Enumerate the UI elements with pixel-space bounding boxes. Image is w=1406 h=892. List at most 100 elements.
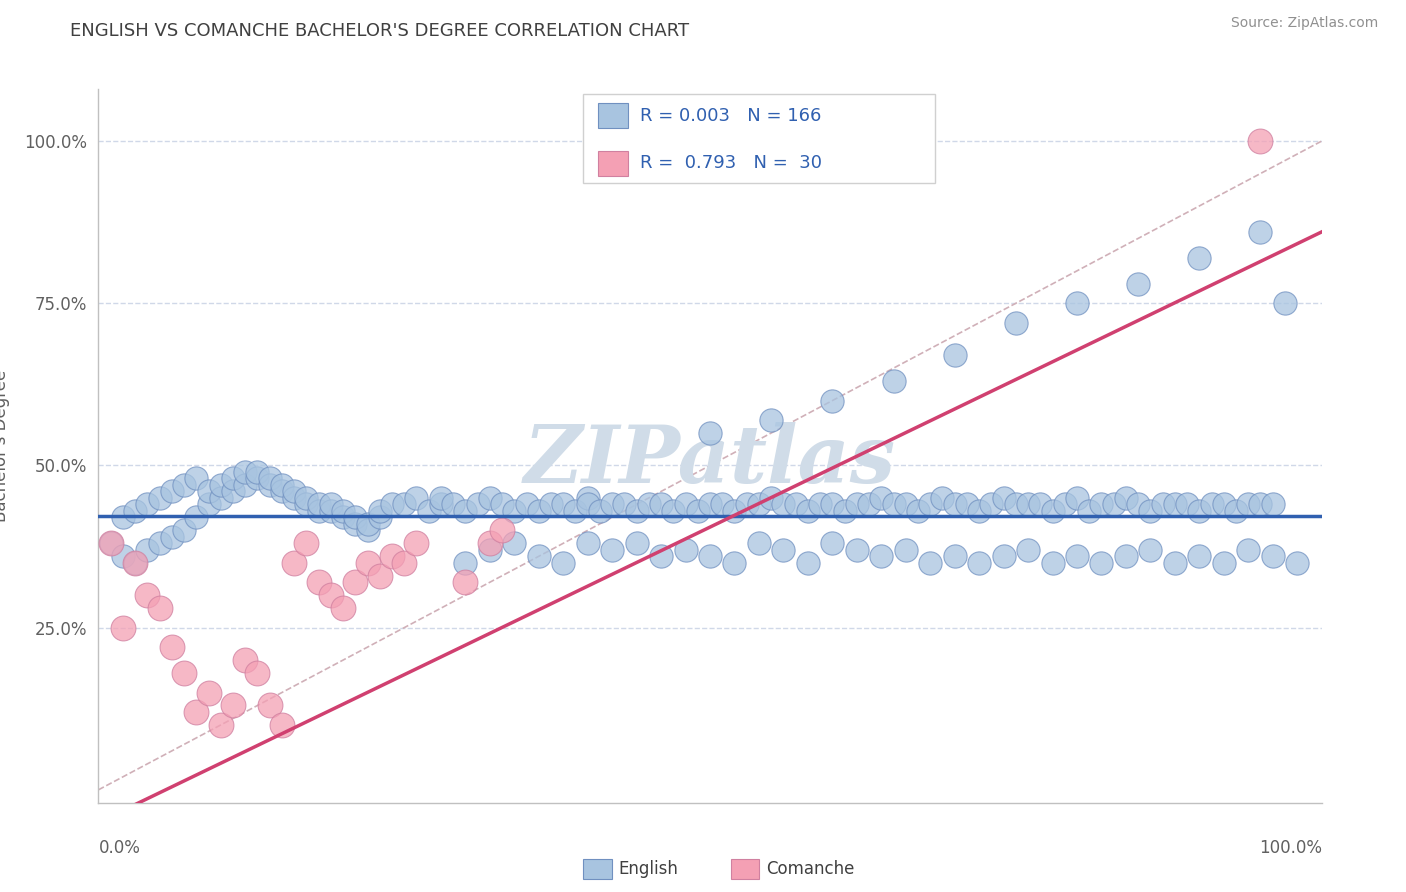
Point [124,556,146,570]
Point [124,556,146,570]
Point [1004,497,1026,511]
Point [430,491,453,505]
Point [344,575,367,590]
Point [308,575,330,590]
Point [1066,549,1088,564]
Point [613,497,636,511]
Point [943,348,966,362]
Point [111,621,134,635]
Point [1164,556,1187,570]
Point [1212,556,1234,570]
Point [711,497,734,511]
Point [576,491,599,505]
Point [870,549,893,564]
Text: 100.0%: 100.0% [1258,838,1322,856]
Point [295,497,318,511]
Point [454,556,477,570]
Point [662,504,685,518]
Point [111,549,134,564]
Point [993,549,1015,564]
Text: R = 0.003   N = 166: R = 0.003 N = 166 [640,107,821,125]
Point [943,549,966,564]
Point [124,504,146,518]
Point [503,504,526,518]
Point [1237,497,1260,511]
Point [1042,556,1064,570]
Point [149,536,172,550]
Point [1017,497,1039,511]
Point [283,556,305,570]
Point [319,504,342,518]
Point [368,568,391,582]
Point [246,471,269,485]
Point [332,601,354,615]
Point [1175,497,1198,511]
Point [1212,497,1234,511]
Point [418,504,440,518]
Point [491,524,513,538]
Point [564,504,586,518]
Point [1188,549,1211,564]
Point [1078,504,1101,518]
Point [699,549,721,564]
Point [883,497,905,511]
Point [797,556,820,570]
Point [1139,542,1161,557]
Point [626,504,648,518]
Point [821,497,844,511]
Point [478,536,501,550]
Point [821,393,844,408]
Text: 0.0%: 0.0% [98,838,141,856]
Point [967,504,990,518]
Point [1201,497,1223,511]
Point [356,556,378,570]
Point [686,504,709,518]
Point [392,556,416,570]
Point [1225,504,1247,518]
Point [1090,556,1112,570]
Point [1066,296,1088,310]
Point [503,536,526,550]
Point [246,666,269,681]
Point [1249,225,1271,239]
Point [186,510,208,524]
Point [600,497,623,511]
Point [160,640,183,654]
Point [845,497,868,511]
Point [111,510,134,524]
Point [1188,251,1211,265]
Point [1237,542,1260,557]
Point [980,497,1002,511]
Point [907,504,929,518]
Point [381,497,404,511]
Point [149,491,172,505]
Point [723,504,745,518]
Point [173,666,195,681]
Point [368,504,391,518]
Point [956,497,979,511]
Point [748,497,770,511]
Text: Source: ZipAtlas.com: Source: ZipAtlas.com [1230,16,1378,29]
Point [650,497,672,511]
Point [600,542,623,557]
Point [931,491,953,505]
Point [136,588,159,602]
Point [222,471,245,485]
Point [344,516,367,531]
Point [1042,504,1064,518]
Point [1017,542,1039,557]
Point [246,465,269,479]
Point [209,478,232,492]
Point [1261,549,1284,564]
Point [454,575,477,590]
Point [368,510,391,524]
Point [650,549,672,564]
Point [405,491,427,505]
Point [735,497,758,511]
Point [1286,556,1309,570]
Point [1102,497,1125,511]
Point [441,497,464,511]
Point [1115,549,1137,564]
Point [920,497,942,511]
Point [295,491,318,505]
